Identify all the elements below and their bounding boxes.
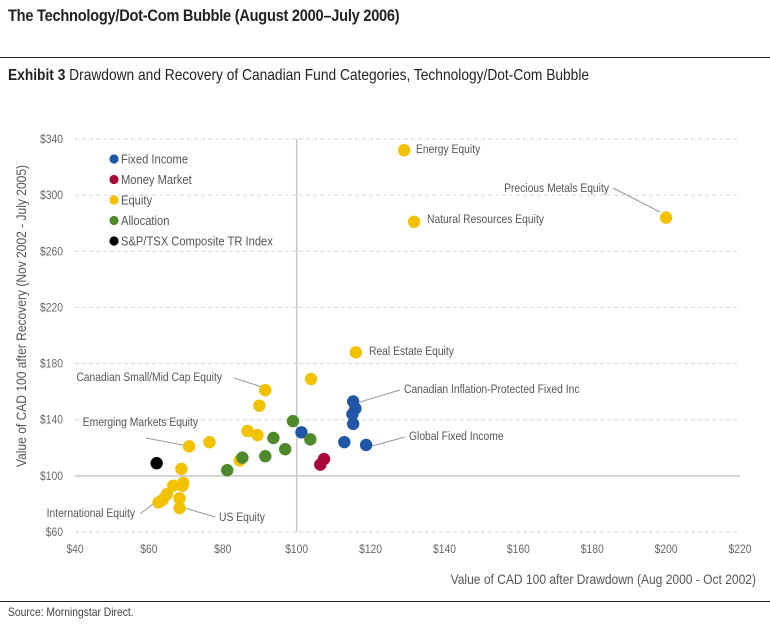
x-tick-label: $220 bbox=[729, 543, 752, 556]
data-point-equity bbox=[173, 492, 186, 505]
y-tick-label: $260 bbox=[40, 246, 63, 259]
y-tick-label: $180 bbox=[40, 358, 63, 371]
data-point-allocation bbox=[304, 433, 317, 446]
x-tick-label: $140 bbox=[433, 543, 456, 556]
exhibit-heading: Exhibit 3 Drawdown and Recovery of Canad… bbox=[8, 67, 589, 85]
data-point-allocation bbox=[221, 464, 234, 477]
x-tick-label: $100 bbox=[285, 543, 308, 556]
data-point-fixed-income bbox=[295, 426, 308, 439]
exhibit-title: Drawdown and Recovery of Canadian Fund C… bbox=[69, 67, 590, 84]
x-axis-ticks: $40 $60 $80 $100 $120 $140 $160 $180 $200 $220 bbox=[66, 543, 751, 556]
x-tick-label: $80 bbox=[214, 543, 231, 556]
data-point-allocation bbox=[236, 451, 249, 464]
legend-label: S&P/TSX Composite TR Index bbox=[121, 234, 273, 249]
y-tick-label: $100 bbox=[40, 470, 63, 483]
annotation-leader-line bbox=[145, 437, 189, 447]
data-point-equity bbox=[253, 399, 266, 412]
data-point-money-market bbox=[314, 458, 327, 471]
annotations: Energy Equity Precious Metals Equity Natur… bbox=[47, 143, 610, 524]
annotation-label: Real Estate Equity bbox=[369, 345, 454, 358]
footer-divider bbox=[0, 601, 770, 602]
x-tick-label: $40 bbox=[66, 543, 83, 556]
legend-label: Allocation bbox=[121, 213, 169, 228]
legend-marker bbox=[109, 236, 119, 246]
y-tick-label: $220 bbox=[40, 302, 63, 315]
x-tick-label: $60 bbox=[140, 543, 157, 556]
legend-label: Money Market bbox=[121, 172, 192, 187]
x-tick-label: $180 bbox=[581, 543, 604, 556]
data-point-equity bbox=[259, 384, 272, 397]
x-tick-label: $160 bbox=[507, 543, 530, 556]
annotation-leader-line bbox=[233, 377, 266, 389]
data-point-equity bbox=[176, 479, 189, 492]
annotation-label: Precious Metals Equity bbox=[504, 182, 609, 195]
annotation-label: Canadian Small/Mid Cap Equity bbox=[76, 371, 222, 384]
legend-label: Equity bbox=[121, 193, 153, 208]
data-point-equity bbox=[152, 496, 165, 509]
y-axis-label: Value of CAD 100 after Recovery (Nov 200… bbox=[13, 165, 29, 467]
data-point-allocation bbox=[267, 431, 280, 445]
data-point-equity bbox=[173, 501, 186, 515]
data-point-fixed-income bbox=[359, 438, 373, 452]
data-point-s-p-tsx-composite-tr-index bbox=[150, 457, 163, 470]
annotation-label: Canadian Inflation-Protected Fixed Inc bbox=[404, 383, 580, 396]
annotation-label: US Equity bbox=[219, 511, 265, 524]
y-axis-ticks: $60 $100 $140 $180 $220 $260 $300 $340 bbox=[40, 133, 63, 539]
data-point-allocation bbox=[279, 442, 292, 456]
x-axis-label: Value of CAD 100 after Drawdown (Aug 200… bbox=[451, 571, 756, 587]
exhibit-label: Exhibit 3 bbox=[8, 67, 66, 84]
legend-marker bbox=[109, 174, 119, 185]
data-point-equity bbox=[175, 462, 188, 476]
y-tick-label: $140 bbox=[40, 414, 63, 427]
data-point-equity bbox=[304, 372, 318, 386]
source-note: Source: Morningstar Direct. bbox=[8, 605, 134, 619]
data-point-allocation bbox=[259, 450, 272, 463]
data-point-equity bbox=[182, 440, 196, 453]
x-tick-label: $120 bbox=[359, 543, 382, 556]
data-point-allocation bbox=[286, 414, 300, 428]
data-point-fixed-income bbox=[346, 417, 360, 431]
annotation-leader-line bbox=[359, 389, 401, 403]
data-point-equity bbox=[251, 428, 264, 442]
data-point-equity bbox=[659, 211, 673, 224]
legend: Fixed Income Money Market Equity Allocation… bbox=[109, 152, 273, 249]
data-point-fixed-income bbox=[346, 407, 359, 421]
annotation-label: Global Fixed Income bbox=[409, 430, 504, 443]
x-tick-label: $200 bbox=[655, 543, 678, 556]
grid-lines bbox=[75, 138, 740, 533]
annotation-label: Emerging Markets Equity bbox=[83, 416, 199, 429]
data-point-equity bbox=[407, 215, 421, 229]
legend-marker bbox=[109, 195, 119, 205]
annotation-leaders bbox=[139, 187, 661, 518]
annotation-label: International Equity bbox=[47, 507, 136, 520]
legend-marker bbox=[109, 215, 119, 226]
y-tick-label: $340 bbox=[40, 133, 63, 146]
annotation-leader-line bbox=[184, 507, 216, 518]
data-point-fixed-income bbox=[338, 435, 351, 449]
data-points bbox=[150, 144, 673, 515]
annotation-leader-line bbox=[612, 187, 661, 213]
legend-marker bbox=[109, 154, 119, 164]
data-point-equity bbox=[203, 435, 216, 449]
data-point-equity bbox=[397, 144, 411, 157]
annotation-leader-line bbox=[371, 436, 406, 447]
y-tick-label: $60 bbox=[46, 526, 63, 539]
data-point-equity bbox=[241, 424, 254, 438]
annotation-label: Natural Resources Equity bbox=[427, 213, 544, 226]
legend-label: Fixed Income bbox=[121, 152, 188, 167]
page-title: The Technology/Dot-Com Bubble (August 20… bbox=[8, 6, 400, 25]
annotation-label: Energy Equity bbox=[416, 143, 481, 156]
data-point-equity bbox=[349, 346, 362, 359]
y-tick-label: $300 bbox=[40, 189, 63, 202]
reference-lines bbox=[75, 139, 740, 532]
header-divider bbox=[0, 57, 770, 58]
